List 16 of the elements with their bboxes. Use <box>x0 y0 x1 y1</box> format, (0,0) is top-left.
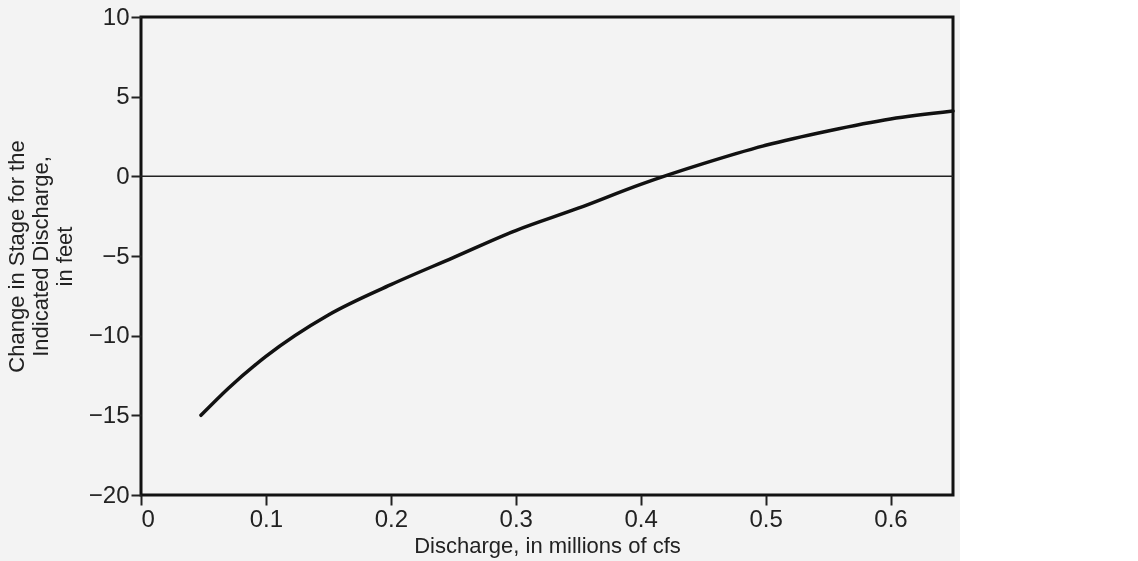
y-tick-label: −20 <box>88 480 130 508</box>
y-tick-label: 5 <box>116 82 130 110</box>
x-tick-label: 0.6 <box>874 504 908 532</box>
y-tick-label: −15 <box>88 400 130 428</box>
x-axis-title: Discharge, in millions of cfs <box>414 532 681 558</box>
x-tick-label: 0.4 <box>624 504 658 532</box>
y-tick-label: −5 <box>102 241 130 269</box>
x-tick-label: 0.3 <box>499 504 533 532</box>
x-tick-label: 0.5 <box>749 504 783 532</box>
y-axis-title: Change in Stage for the Indicated Discharge, in feet <box>3 140 77 373</box>
x-tick-label: 0 <box>141 504 155 532</box>
x-tick-label: 0.1 <box>249 504 284 532</box>
x-tick-label: 0.2 <box>374 504 409 532</box>
y-tick-label: 10 <box>102 2 130 30</box>
y-tick-label: 0 <box>116 161 130 189</box>
y-tick-label: −10 <box>88 321 130 349</box>
